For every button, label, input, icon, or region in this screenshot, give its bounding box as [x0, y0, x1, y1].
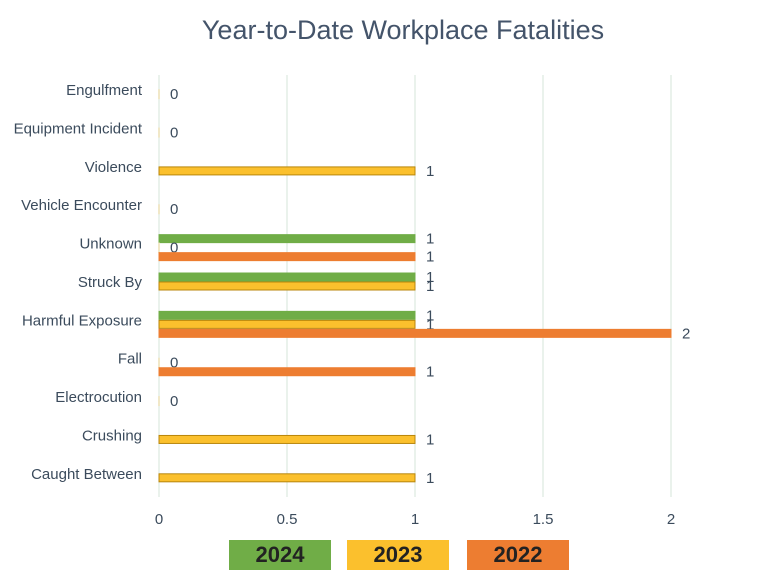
legend-swatch	[229, 540, 331, 570]
value-label: 0	[170, 240, 178, 257]
bar	[158, 310, 416, 320]
value-label: 2	[682, 325, 690, 342]
y-tick-label: Equipment Incident	[14, 121, 143, 138]
value-label: 1	[426, 307, 434, 324]
chart-title: Year-to-Date Workplace Fatalities	[202, 15, 604, 45]
value-label: 1	[426, 163, 434, 180]
value-label: 1	[426, 316, 434, 333]
value-label: 1	[426, 231, 434, 248]
y-tick-label: Vehicle Encounter	[21, 197, 142, 214]
value-label: 1	[426, 249, 434, 266]
bar	[158, 434, 416, 444]
y-tick-label: Electrocution	[55, 389, 142, 406]
bar	[158, 166, 416, 176]
x-tick-label: 1	[411, 511, 419, 528]
x-tick-label: 0.5	[277, 511, 298, 528]
x-tick-label: 0	[155, 511, 163, 528]
value-label: 1	[426, 278, 434, 295]
value-label: 0	[170, 125, 178, 142]
value-label: 1	[426, 431, 434, 448]
value-label: 0	[170, 201, 178, 218]
legend-swatch	[347, 540, 449, 570]
bar	[158, 281, 416, 291]
legend-swatch	[467, 540, 569, 570]
value-label: 0	[170, 86, 178, 103]
bar	[158, 234, 416, 244]
x-tick-label: 1.5	[533, 511, 554, 528]
y-tick-label: Fall	[118, 351, 142, 368]
value-label: 1	[426, 364, 434, 381]
bar	[158, 272, 416, 282]
value-label: 1	[426, 269, 434, 286]
bar	[158, 319, 416, 329]
value-label: 1	[426, 470, 434, 487]
y-tick-label: Caught Between	[31, 466, 142, 483]
y-tick-label: Violence	[85, 159, 142, 176]
bar	[158, 473, 416, 483]
legend-label: 2024	[256, 542, 306, 567]
legend-label: 2023	[374, 542, 423, 567]
legend-label: 2022	[494, 542, 543, 567]
y-tick-label: Unknown	[79, 236, 142, 253]
y-tick-label: Engulfment	[66, 82, 143, 99]
bar	[158, 328, 672, 338]
bar	[158, 252, 416, 262]
value-label: 0	[170, 393, 178, 410]
y-tick-label: Harmful Exposure	[22, 312, 142, 329]
bar	[158, 367, 416, 377]
y-tick-label: Crushing	[82, 427, 142, 444]
x-tick-label: 2	[667, 511, 675, 528]
y-tick-label: Struck By	[78, 274, 143, 291]
value-label: 0	[170, 355, 178, 372]
